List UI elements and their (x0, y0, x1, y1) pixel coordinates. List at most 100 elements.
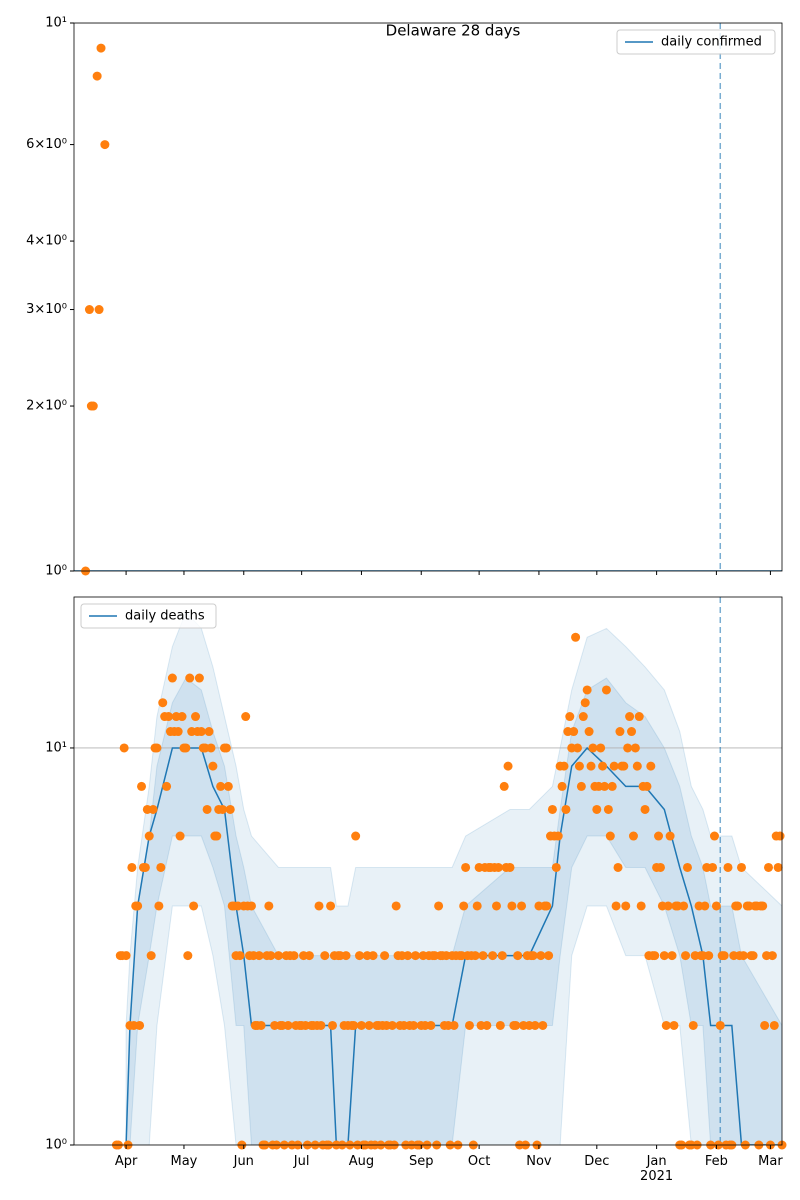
point (148, 804, 158, 814)
point (628, 831, 638, 841)
point (627, 727, 637, 737)
chart-title: Delaware 28 days (386, 22, 521, 40)
point (654, 831, 664, 841)
point (609, 761, 619, 771)
y-tick-label: 10¹ (45, 16, 67, 31)
point (565, 712, 575, 722)
point (598, 761, 608, 771)
point (588, 743, 598, 753)
point (607, 781, 617, 791)
point (119, 743, 129, 753)
point (154, 901, 164, 911)
point (320, 951, 330, 961)
x-tick-label: Apr (114, 1154, 138, 1169)
point (264, 901, 274, 911)
point (426, 1020, 436, 1030)
point (613, 862, 623, 872)
point (183, 951, 193, 961)
point (669, 1020, 679, 1030)
axes-frame (73, 22, 783, 572)
point (536, 951, 546, 961)
point (573, 743, 583, 753)
point (719, 951, 729, 961)
point (162, 781, 172, 791)
point (596, 743, 606, 753)
point (582, 685, 592, 695)
point (212, 831, 222, 841)
point (679, 901, 689, 911)
point (341, 951, 351, 961)
point (216, 781, 226, 791)
point (152, 743, 162, 753)
x-tick-label: Jun (233, 1154, 254, 1169)
point (208, 761, 218, 771)
point (775, 831, 785, 841)
point (553, 831, 563, 841)
point (144, 831, 154, 841)
point (503, 761, 513, 771)
point (349, 1020, 359, 1030)
point (464, 1020, 474, 1030)
point (164, 712, 174, 722)
point (708, 862, 718, 872)
point (663, 901, 673, 911)
y-tick-label: 10⁰ (45, 564, 67, 579)
point (655, 862, 665, 872)
point (191, 712, 201, 722)
point (137, 781, 147, 791)
point (223, 781, 233, 791)
point (356, 1020, 366, 1030)
point (482, 1020, 492, 1030)
point (650, 951, 660, 961)
point (235, 951, 245, 961)
x-tick-label: Dec (584, 1154, 610, 1169)
point (189, 901, 199, 911)
point (505, 862, 515, 872)
x-tick-label: Oct (467, 1154, 491, 1169)
point (328, 1020, 338, 1030)
point (646, 761, 656, 771)
point (351, 831, 361, 841)
point (314, 901, 324, 911)
point (218, 804, 228, 814)
point (601, 685, 611, 695)
y-tick-label: 4×10⁰ (26, 234, 67, 249)
y-tick-label: 3×10⁰ (26, 302, 67, 317)
point (592, 804, 602, 814)
point (133, 901, 143, 911)
point (304, 951, 314, 961)
point (561, 804, 571, 814)
point (225, 804, 235, 814)
point (92, 71, 102, 81)
point (472, 901, 482, 911)
point (621, 901, 631, 911)
point (767, 951, 777, 961)
point (497, 951, 507, 961)
point (94, 305, 104, 315)
point (493, 862, 503, 872)
point (760, 1020, 770, 1030)
x-tick-label: Aug (348, 1154, 375, 1169)
point (715, 1020, 725, 1030)
point (185, 673, 195, 683)
axes-frame (73, 596, 783, 1146)
plot-area (74, 611, 782, 1145)
point (661, 1020, 671, 1030)
point (733, 901, 743, 911)
point (316, 1020, 326, 1030)
point (636, 901, 646, 911)
point (206, 743, 216, 753)
point (495, 1020, 505, 1030)
point (194, 673, 204, 683)
point (241, 712, 251, 722)
point (528, 951, 538, 961)
point (723, 862, 733, 872)
point (630, 743, 640, 753)
point (763, 862, 773, 872)
point (158, 698, 168, 708)
legend-box (80, 603, 217, 629)
point (140, 862, 150, 872)
point (507, 901, 517, 911)
point (758, 901, 768, 911)
